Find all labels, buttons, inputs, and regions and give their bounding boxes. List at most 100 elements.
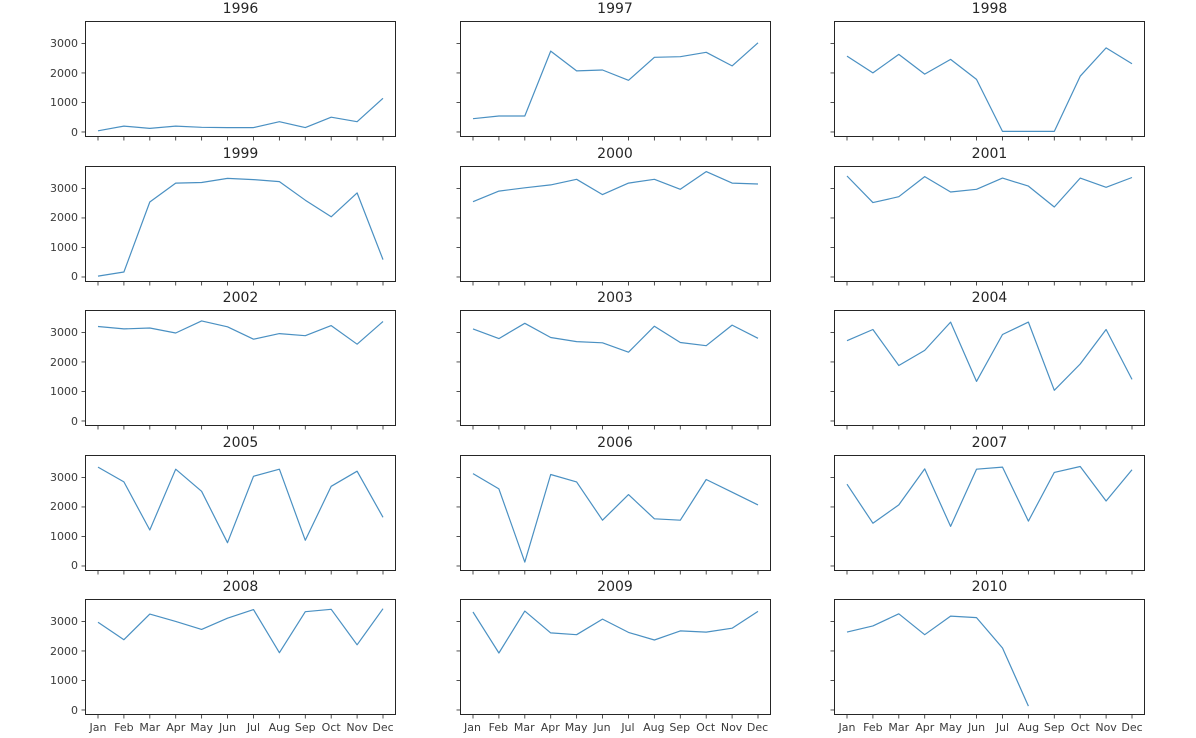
y-tick-label: 1000 — [50, 96, 78, 110]
x-tick-label: Mar — [513, 721, 535, 734]
axes-border — [834, 21, 1145, 137]
data-line-2003 — [472, 322, 758, 353]
axes-border — [459, 310, 771, 426]
subplot-title-1998: 1998 — [971, 1, 1008, 17]
x-tick-label: Aug — [268, 721, 291, 734]
data-line-2007 — [846, 465, 1133, 527]
data-line-2008 — [97, 608, 384, 654]
subplot-title-2007: 2007 — [971, 434, 1008, 451]
axes-border — [85, 165, 396, 282]
data-line-2009 — [471, 610, 758, 654]
subplot-plot-area-2007 — [830, 454, 1145, 574]
x-tick-label: Feb — [488, 721, 509, 734]
x-tick-label: May — [564, 721, 588, 734]
subplot-plot-area-2006 — [456, 454, 771, 574]
subplot-title-2003: 2003 — [597, 290, 633, 306]
y-tick-label: 0 — [71, 414, 78, 428]
x-tick-label: Nov — [346, 721, 368, 734]
data-line-2010 — [846, 613, 1029, 707]
subplot-title-2008: 2008 — [222, 579, 259, 595]
y-tick-label: 0 — [71, 270, 78, 284]
y-tick-label: 1000 — [50, 529, 78, 543]
x-tick-label: Sep — [294, 721, 316, 734]
subplot-plot-area-2010 — [830, 599, 1145, 719]
x-tick-label: Mar — [888, 721, 910, 734]
subplot-plot-area-1999 — [81, 165, 396, 285]
subplot-title-1997: 1997 — [597, 1, 633, 17]
x-tick-label: May — [190, 721, 213, 734]
subplot-title-2005: 2005 — [222, 434, 259, 451]
x-tick-label: Apr — [166, 721, 186, 734]
x-tick-label: Oct — [696, 721, 716, 734]
x-tick-label: Jan — [464, 721, 481, 734]
x-tick-label: Feb — [114, 721, 134, 734]
subplot-title-2006: 2006 — [597, 434, 633, 451]
subplot-plot-area-2002 — [81, 310, 396, 430]
subplot-title-2002: 2002 — [222, 290, 259, 306]
x-tick-label: Jan — [838, 721, 856, 734]
y-tick-label: 3000 — [50, 37, 78, 51]
x-tick-label: Apr — [540, 721, 560, 734]
subplot-plot-area-2008 — [81, 599, 396, 719]
x-tick-label: Oct — [1070, 721, 1090, 734]
subplot-plot-area-1996 — [81, 21, 396, 141]
axes-border — [834, 165, 1145, 282]
data-line-2004 — [846, 321, 1133, 391]
x-tick-label: Mar — [139, 721, 161, 734]
x-tick-label: Jan — [89, 721, 107, 734]
x-tick-label: Sep — [669, 721, 691, 734]
axes-border — [834, 454, 1145, 571]
subplot-title-2004: 2004 — [971, 290, 1008, 306]
y-tick-label: 1000 — [50, 385, 78, 399]
axes-border — [459, 454, 771, 571]
data-line-1999 — [97, 177, 384, 277]
axes-border — [85, 599, 396, 715]
x-tick-label: Jul — [995, 721, 1010, 734]
y-tick-label: 3000 — [50, 615, 78, 629]
y-tick-label: 2000 — [50, 644, 78, 658]
x-tick-label: Jun — [218, 721, 237, 734]
axes-border — [834, 599, 1145, 715]
subplot-plot-area-2000 — [456, 165, 771, 285]
y-tick-label: 0 — [71, 559, 78, 573]
axes-border — [459, 165, 771, 282]
y-tick-label: 3000 — [50, 181, 78, 195]
x-tick-label: Dec — [1121, 721, 1143, 734]
y-tick-label: 2000 — [50, 355, 78, 369]
data-line-2005 — [97, 466, 384, 543]
subplot-plot-area-1997 — [456, 21, 771, 141]
x-tick-label: Jun — [593, 721, 611, 734]
x-tick-label: Jun — [967, 721, 986, 734]
x-tick-label: Aug — [1017, 721, 1040, 734]
axes-border — [834, 310, 1145, 426]
x-tick-label: Nov — [1095, 721, 1117, 734]
data-line-2006 — [472, 472, 758, 563]
subplot-title-2009: 2009 — [597, 579, 633, 595]
axes-border — [85, 454, 396, 571]
x-tick-label: Jul — [246, 721, 261, 734]
subplot-title-2010: 2010 — [971, 579, 1008, 595]
axes-border — [459, 599, 771, 715]
x-tick-label: Jul — [621, 721, 635, 734]
y-tick-label: 0 — [71, 703, 78, 717]
data-line-2001 — [846, 175, 1133, 208]
axes-border — [85, 310, 396, 426]
axes-border — [85, 21, 396, 137]
subplot-title-1999: 1999 — [222, 145, 259, 162]
x-tick-label: Nov — [720, 721, 743, 734]
x-tick-label: Oct — [321, 721, 341, 734]
subplot-title-2001: 2001 — [971, 145, 1008, 162]
axes-border — [459, 21, 771, 137]
subplot-title-1996: 1996 — [222, 1, 259, 17]
subplot-plot-area-2009 — [456, 599, 771, 719]
x-tick-label: Dec — [372, 721, 394, 734]
y-tick-label: 3000 — [50, 326, 78, 340]
y-tick-label: 2000 — [50, 66, 78, 80]
subplot-plot-area-2001 — [830, 165, 1145, 285]
y-tick-label: 2000 — [50, 211, 78, 225]
x-tick-label: Apr — [915, 721, 935, 734]
subplot-plot-area-2004 — [830, 310, 1145, 430]
data-line-1997 — [472, 42, 758, 120]
subplot-plot-area-2003 — [456, 310, 771, 430]
